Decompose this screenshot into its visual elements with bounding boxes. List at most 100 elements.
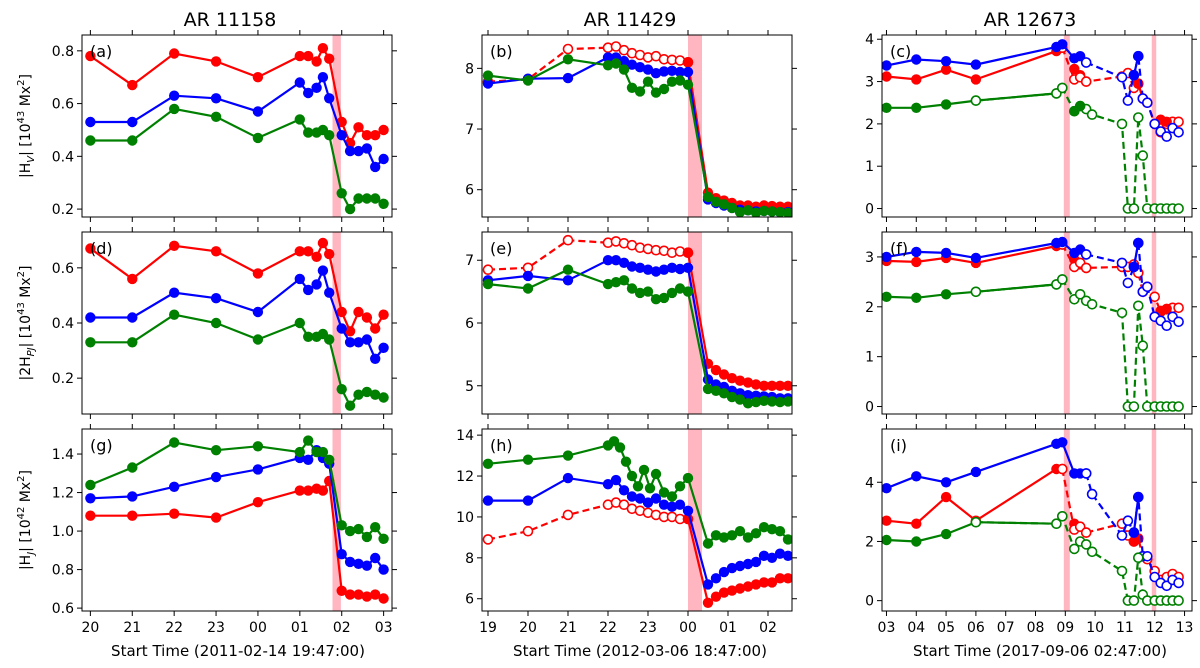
- data-point-blue: [344, 556, 356, 568]
- data-point-blue: [650, 68, 662, 79]
- panel-label: (f): [890, 239, 908, 258]
- data-point-red: [370, 130, 381, 141]
- data-point-blue: [634, 493, 646, 504]
- panel-d: 0.2 0.4 0.6 (d): [52, 227, 397, 419]
- data-point-green: [1173, 401, 1184, 412]
- x-tick-label: 13: [1176, 620, 1194, 636]
- data-point-green: [634, 86, 646, 97]
- y-tick-label: 14: [456, 428, 474, 444]
- data-point-green: [1057, 82, 1068, 94]
- data-point-red: [317, 237, 329, 249]
- data-point-blue: [1116, 530, 1128, 541]
- data-point-blue: [344, 145, 356, 157]
- data-point-green: [1173, 203, 1184, 214]
- plot-area: [482, 234, 792, 409]
- data-point-green: [782, 534, 792, 545]
- data-point-green: [682, 79, 694, 90]
- data-point-green: [618, 275, 630, 286]
- data-point-blue: [127, 116, 138, 128]
- series-line-red: [487, 501, 688, 541]
- x-tick-label: 00: [249, 620, 267, 636]
- data-point-blue: [626, 261, 638, 272]
- y-tick-label: 0: [865, 400, 874, 416]
- data-point-red: [562, 43, 574, 55]
- data-point-green: [370, 193, 381, 204]
- data-point-green: [1128, 401, 1140, 412]
- data-point-blue: [562, 275, 574, 286]
- data-point-red: [311, 251, 322, 262]
- y-axis-title-part: 43: [16, 302, 27, 315]
- data-point-red: [782, 573, 792, 584]
- data-point-green: [378, 392, 389, 403]
- data-point-blue: [324, 93, 335, 104]
- y-tick-label: 0.2: [52, 202, 74, 218]
- data-point-blue: [882, 60, 892, 71]
- data-point-green: [742, 532, 754, 543]
- data-point-blue: [970, 252, 982, 264]
- data-point-green: [774, 526, 786, 537]
- data-point-blue: [702, 579, 714, 590]
- data-point-green: [324, 454, 335, 465]
- flare-band: [1063, 232, 1070, 414]
- panel-i: 03 04 05 06 07 08 09 10 11 12 13 0 2 4 (i): [865, 424, 1197, 636]
- data-point-green: [774, 396, 786, 408]
- x-tick-label: 21: [123, 620, 141, 636]
- data-point-red: [882, 515, 892, 526]
- data-point-blue: [482, 495, 494, 506]
- data-point-blue: [317, 72, 329, 83]
- y-tick-label: 7: [465, 253, 474, 269]
- data-point-red: [734, 583, 746, 594]
- data-point-green: [750, 396, 762, 408]
- data-point-blue: [618, 257, 630, 268]
- data-point-red: [482, 264, 494, 276]
- data-point-red: [378, 593, 389, 604]
- data-point-blue: [169, 90, 180, 101]
- data-point-green: [344, 525, 356, 537]
- panel-e: 5 6 7 (e): [465, 227, 797, 419]
- data-point-green: [632, 481, 644, 492]
- data-point-red: [940, 64, 952, 75]
- data-point-green: [370, 389, 381, 400]
- y-axis-title-part: 42: [16, 507, 27, 520]
- panels: 0.20.40.60.8 (a)678(b)01234(c)0.20.40.6(d…: [52, 30, 1197, 636]
- data-point-blue: [1122, 515, 1134, 527]
- data-point-green: [324, 334, 335, 345]
- data-point-blue: [674, 66, 686, 78]
- data-point-red: [742, 581, 754, 592]
- data-point-green: [210, 445, 222, 456]
- data-point-blue: [317, 265, 329, 276]
- data-point-green: [1057, 510, 1068, 522]
- x-axis-title-ar11429: Start Time (2012-03-06 18:47:00): [513, 642, 767, 660]
- data-point-blue: [370, 353, 381, 364]
- data-point-green: [378, 198, 389, 209]
- data-point-red: [710, 364, 722, 376]
- data-point-green: [750, 528, 762, 539]
- data-point-red: [742, 377, 754, 388]
- data-point-blue: [642, 64, 654, 75]
- data-point-blue: [642, 497, 654, 508]
- x-axis-title-ar12673: Start Time (2017-09-06 02:47:00): [913, 642, 1167, 660]
- data-point-green: [353, 523, 364, 535]
- data-point-green: [674, 481, 686, 492]
- data-point-red: [303, 50, 314, 62]
- data-point-red: [303, 485, 314, 496]
- y-axis-title-part: |H: [18, 163, 34, 178]
- data-point-green: [726, 530, 738, 541]
- data-point-red: [766, 577, 778, 588]
- panel-label: (g): [90, 436, 113, 455]
- data-point-blue: [650, 493, 662, 504]
- y-tick-label: 0.4: [52, 149, 74, 165]
- x-tick-label: 22: [165, 620, 183, 636]
- data-point-blue: [1133, 51, 1144, 62]
- data-point-red: [911, 518, 922, 529]
- data-point-green: [1074, 288, 1086, 300]
- x-tick-label: 02: [759, 620, 777, 636]
- y-axis-title-part: Mx: [18, 482, 34, 507]
- data-point-green: [1069, 106, 1080, 117]
- panel-b: 6 7 8 (b): [465, 30, 797, 222]
- data-point-blue: [882, 251, 892, 263]
- data-point-red: [252, 268, 264, 279]
- data-point-red: [766, 380, 778, 391]
- data-point-blue: [294, 273, 305, 285]
